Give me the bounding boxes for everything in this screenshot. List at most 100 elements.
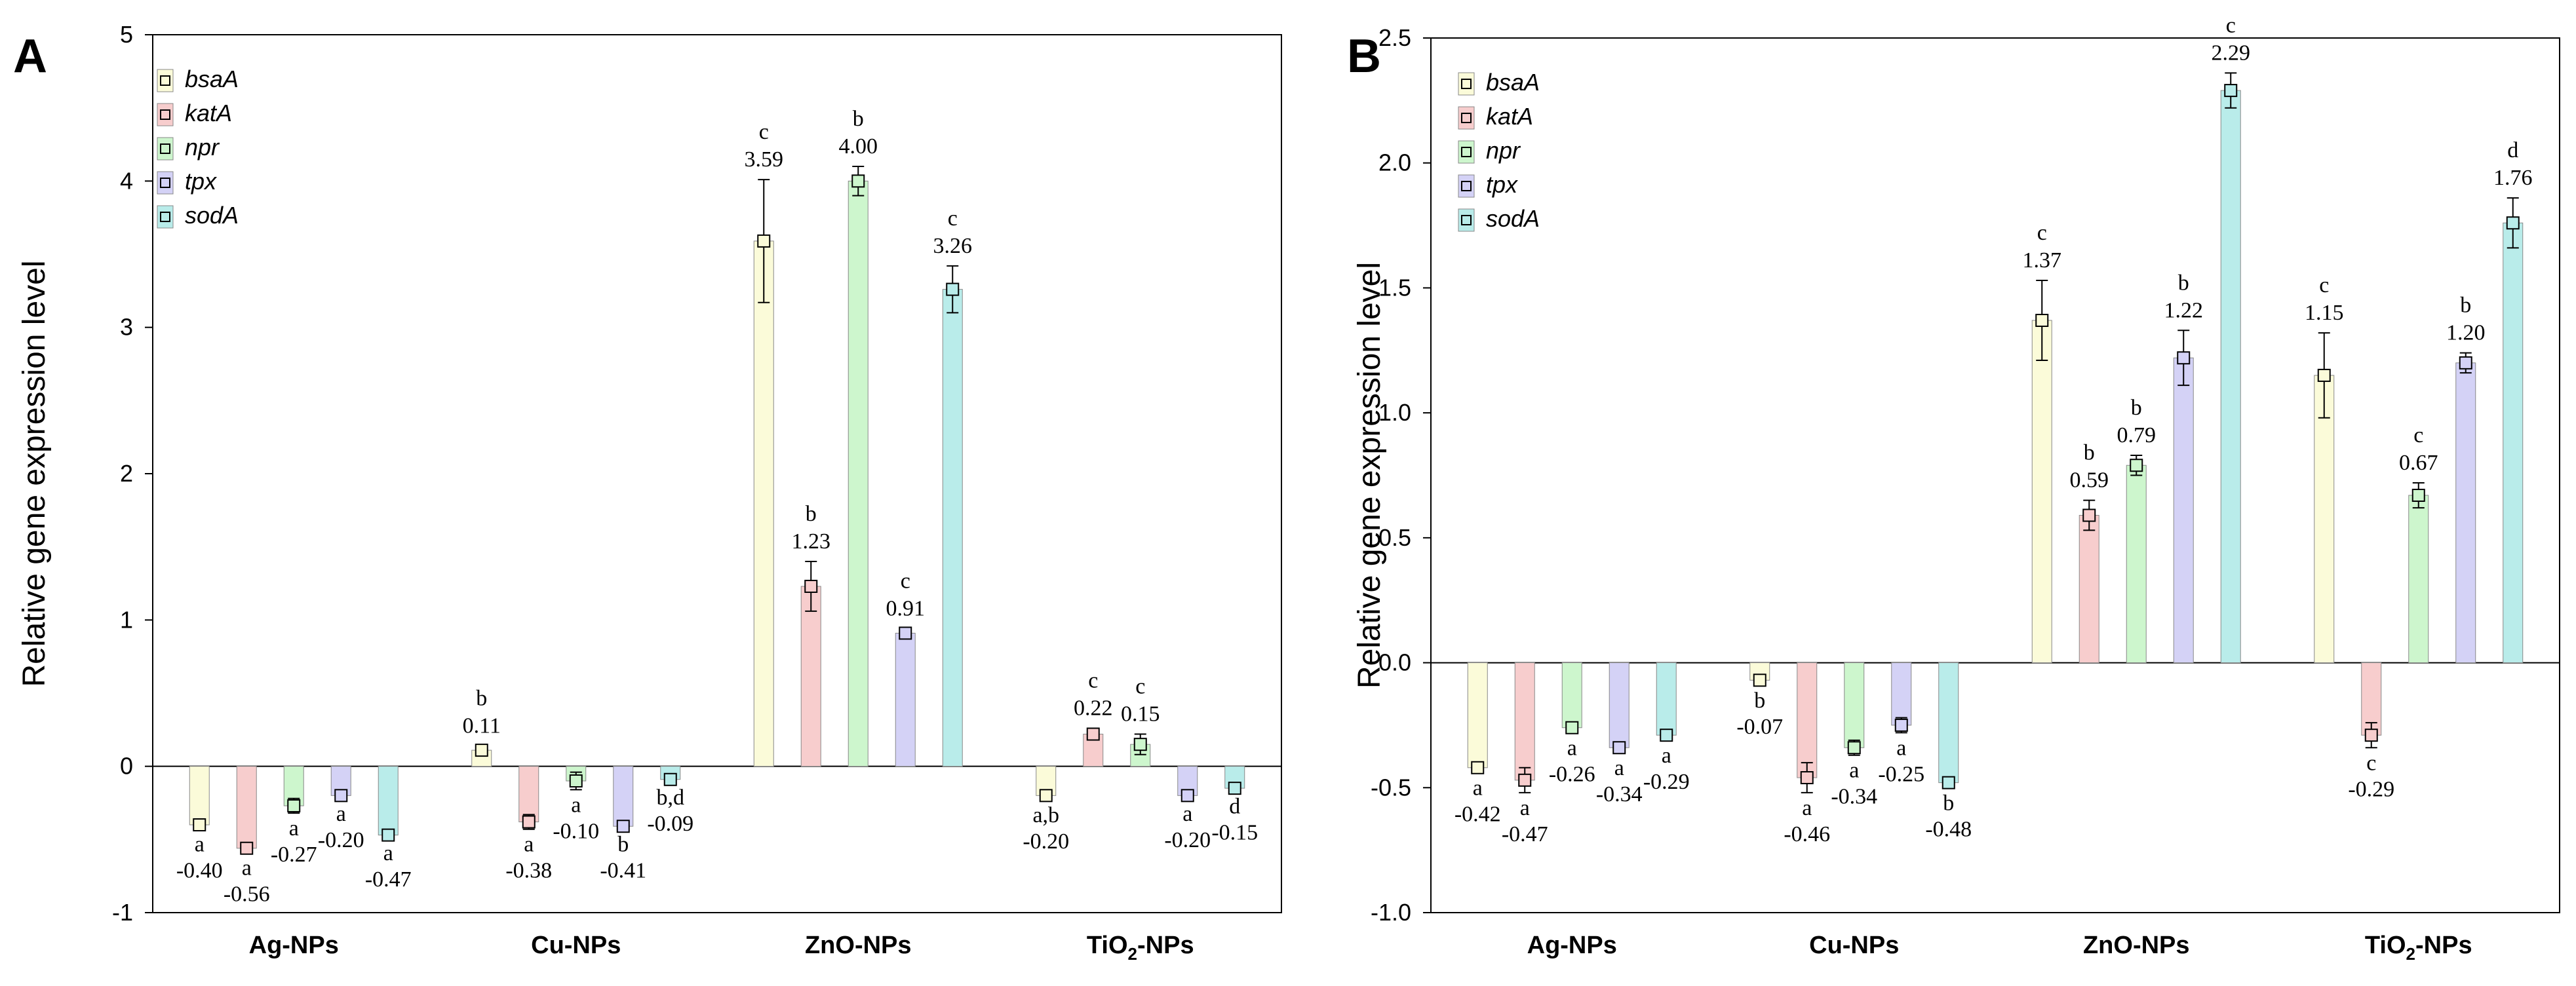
data-label: -0.07 [1736,715,1783,739]
data-label: -0.47 [1502,822,1548,846]
legend-swatch-sodA [157,205,174,229]
legend-label-sodA: sodA [1486,205,1540,232]
data-label: 2.29 [2212,41,2251,65]
bar-npr [1844,662,1865,748]
significance-label: a [1520,796,1530,820]
mean-marker [1181,789,1194,803]
mean-marker [2506,216,2520,230]
data-label: 1.37 [2023,248,2062,273]
x-category-label: Cu-NPs [1809,932,1899,959]
mean-marker [381,828,395,842]
data-label: 4.00 [839,134,878,159]
mean-marker [2364,729,2378,742]
data-label: -0.26 [1549,762,1595,786]
data-label: 0.59 [2070,468,2109,493]
bar-tpx [895,632,916,767]
data-label: 0.11 [463,713,501,738]
mean-marker [1847,741,1861,755]
significance-label: c [1088,669,1098,693]
mean-marker [1518,773,1532,787]
significance-label: c [759,120,769,144]
bar-sodA [378,766,399,836]
x-category-label: Ag-NPs [249,932,339,959]
x-category-label: ZnO-NPs [2083,932,2190,959]
bar-bsaA [189,766,210,825]
mean-marker [2035,314,2049,328]
data-label: -0.20 [318,828,364,852]
significance-label: a [1896,736,1906,760]
significance-label: c [2413,423,2423,447]
legend-label-tpx: tpx [185,168,218,195]
mean-marker [193,818,206,831]
significance-label: c [2037,221,2047,245]
legend-swatch-bsaA [1458,72,1475,96]
y-tick-label: 1.5 [1378,274,1411,301]
data-label: -0.34 [1831,785,1877,809]
data-label: -0.40 [176,859,223,883]
data-label: 3.59 [745,147,784,172]
data-label: -0.15 [1211,821,1258,845]
mean-marker [2082,508,2096,522]
significance-label: c [2226,13,2236,37]
significance-label: b [617,833,629,857]
data-label: -0.27 [271,843,317,867]
legend-marker [1461,181,1472,191]
bar-npr [2126,465,2147,664]
mean-marker [240,841,254,855]
bar-npr [1561,662,1582,729]
y-tick-label: 0 [120,753,133,780]
mean-marker [334,789,348,803]
legend-label-katA: katA [185,100,232,126]
legend-swatch-tpx [1458,174,1475,198]
y-tick-label: 1.0 [1378,399,1411,426]
mean-marker [616,820,630,833]
legend-label-bsaA: bsaA [1486,69,1540,96]
mean-marker [1800,771,1814,785]
legend-label-tpx: tpx [1486,171,1519,198]
data-label: -0.38 [505,859,552,883]
significance-label: b,d [657,786,685,810]
plot-frame [152,34,1282,913]
data-label: -0.46 [1784,822,1830,846]
legend-marker [160,178,170,188]
chart-panel-a: A -1 0 1 2 3 4 5 Relative gene expression level a… [13,21,1282,964]
significance-label: b [853,107,864,131]
legend-marker [1461,113,1472,123]
mean-marker [1133,738,1147,751]
legend-swatch-katA [157,103,174,126]
significance-label: b [476,686,487,710]
bar-katA [1797,662,1818,778]
legend-marker [160,143,170,154]
mean-marker [899,626,912,640]
significance-label: d [1229,795,1240,819]
data-label: 0.15 [1121,702,1160,727]
data-label: -0.29 [1643,770,1690,794]
data-label: 3.26 [933,234,973,258]
significance-label: b [1943,791,1954,815]
mean-marker [946,282,960,296]
mean-marker [569,774,583,787]
mean-marker [1228,782,1241,795]
legend-marker [160,109,170,120]
chart-panel-b: B -1.0 -0.5 0.0 0.5 1.0 1.5 2.0 2.5 Relative gene… [1347,13,2560,964]
legend-swatch-tpx [157,171,174,195]
mean-marker [2459,356,2472,370]
significance-label: a [1182,802,1192,826]
data-label: -0.41 [600,859,646,883]
y-tick-label: 4 [120,167,133,194]
panel-letter: B [1347,30,1381,83]
bar-tpx [1609,662,1630,748]
significance-label: c [1135,675,1145,699]
significance-label: b [2460,294,2471,318]
mean-marker [1894,718,1908,732]
bar-katA [518,766,539,823]
mean-marker [475,744,488,757]
bar-sodA [2220,90,2241,664]
data-label: -0.09 [647,812,693,836]
bar-npr [848,180,868,767]
legend-marker [1461,215,1472,225]
data-label: 1.15 [2305,301,2344,325]
mean-marker [1660,729,1673,742]
bar-tpx [2173,357,2194,664]
